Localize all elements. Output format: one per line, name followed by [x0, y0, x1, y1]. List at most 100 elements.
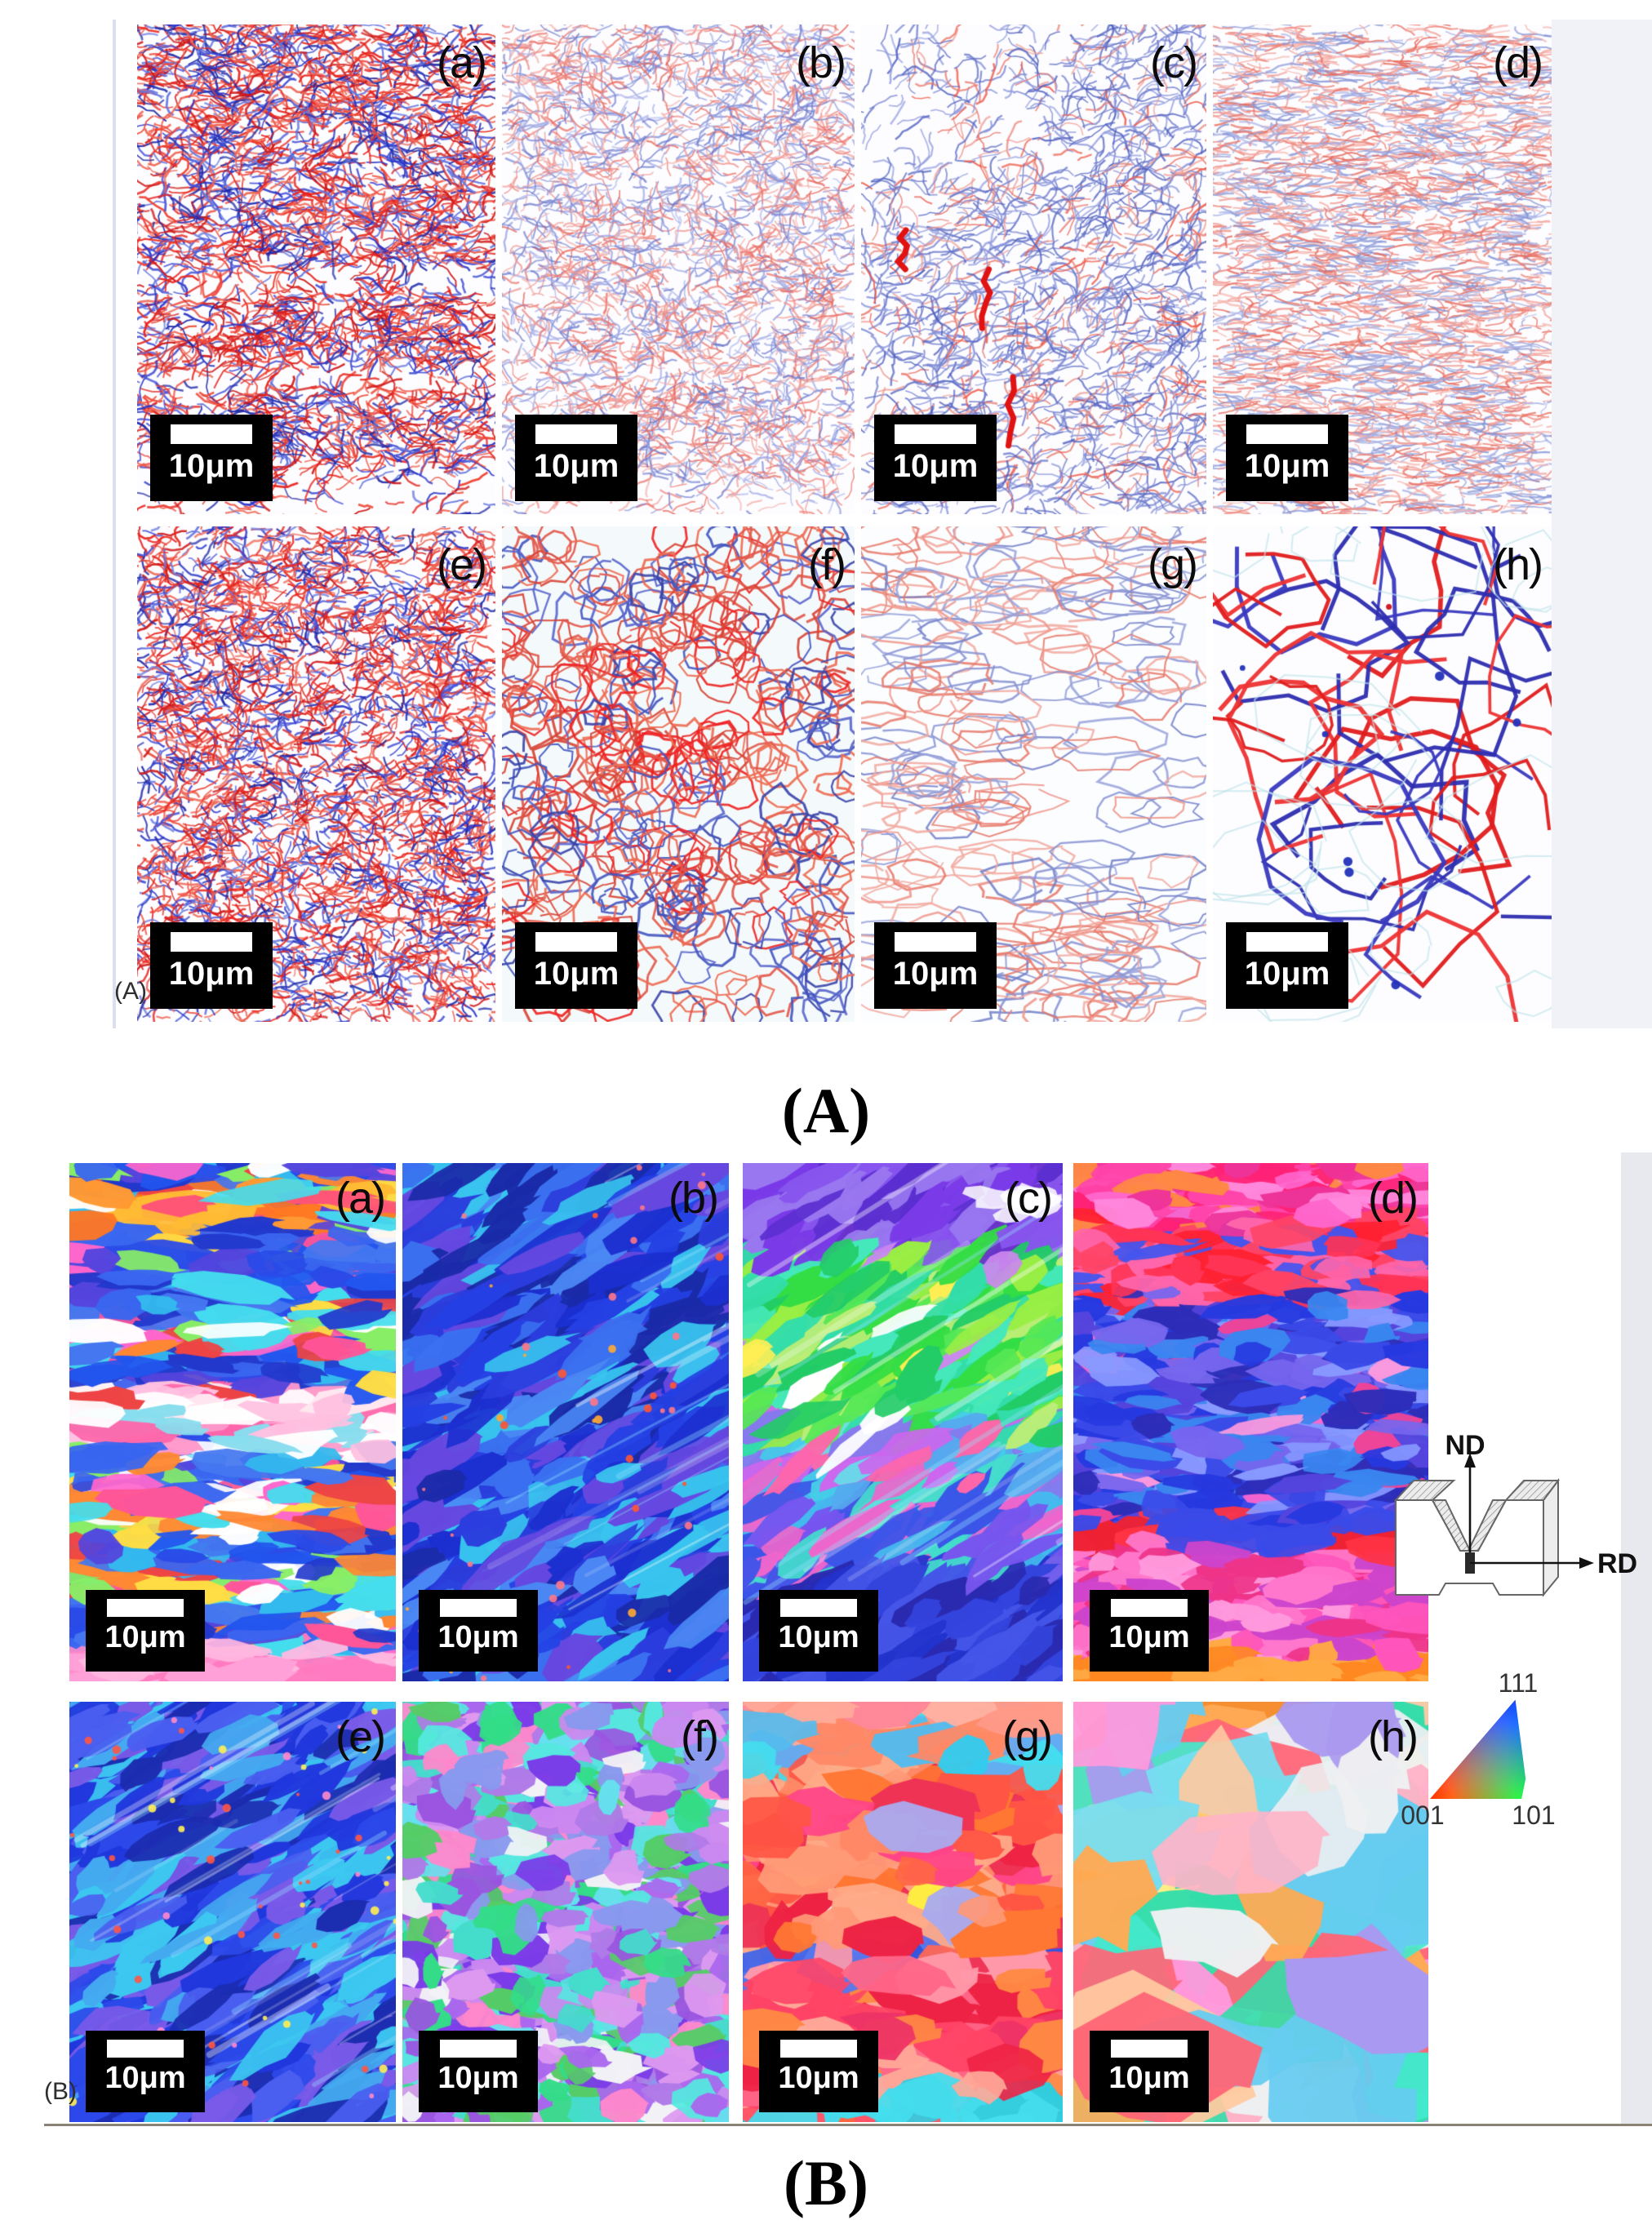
scale-bar-rule [535, 424, 617, 444]
scale-bar-rule [535, 932, 617, 952]
micrograph-image [502, 526, 855, 1022]
scale-bar-rule [171, 424, 252, 444]
scale-bar: 10μm [419, 2031, 538, 2112]
scale-bar-rule [895, 932, 976, 952]
specimen-outline [1393, 1478, 1560, 1597]
scale-bar: 10μm [150, 415, 273, 501]
panel-label: (h) [1493, 540, 1543, 589]
micrograph-image [861, 526, 1206, 1022]
micrograph-panel-b: (b) 10μm [402, 1163, 729, 1681]
section-b-bottom-rule [44, 2124, 1652, 2126]
scale-bar-text: 10μm [1108, 1620, 1190, 1654]
micrograph-image [402, 1702, 729, 2122]
scale-bar: 10μm [86, 1590, 205, 1672]
scale-bar: 10μm [86, 2031, 205, 2112]
micrograph-panel-h: (h) 10μm [1073, 1702, 1428, 2122]
micrograph-panel-c: (c) 10μm [861, 24, 1206, 514]
section-a-caption: (A) [781, 1075, 871, 1146]
scale-bar: 10μm [759, 1590, 878, 1672]
micrograph-panel-d: (d) 10μm [1213, 24, 1552, 514]
scale-bar-text: 10μm [168, 956, 255, 992]
scale-bar-text: 10μm [533, 956, 620, 992]
micrograph-image [743, 1163, 1063, 1681]
micrograph-panel-e: (e) 10μm [137, 526, 495, 1022]
scale-bar-text: 10μm [892, 448, 979, 484]
scale-bar-text: 10μm [104, 1620, 186, 1654]
scale-bar: 10μm [150, 922, 273, 1009]
micrograph-image [137, 526, 495, 1022]
nd-axis-label: ND [1445, 1430, 1485, 1461]
micrograph-image [1073, 1163, 1428, 1681]
micrograph-image [502, 24, 855, 514]
scale-bar: 10μm [874, 922, 997, 1009]
micrograph-image [69, 1702, 396, 2122]
section-a-right-margin [1552, 20, 1652, 1028]
micrograph-image [1213, 526, 1552, 1022]
panel-label: (f) [808, 540, 846, 589]
micrograph-image [137, 24, 495, 514]
ipf-label-101: 101 [1512, 1801, 1556, 1830]
scale-bar-text: 10μm [1244, 448, 1330, 484]
micrograph-panel-c: (c) 10μm [743, 1163, 1063, 1681]
scale-bar-rule [780, 2040, 857, 2058]
micrograph-image [861, 24, 1206, 514]
scale-bar-text: 10μm [892, 956, 979, 992]
panel-label: (d) [1493, 38, 1543, 87]
panel-label: (g) [1002, 1712, 1053, 1761]
micrograph-panel-a: (a) 10μm [137, 24, 495, 514]
ipf-color-key-triangle [1430, 1699, 1526, 1799]
scale-bar-text: 10μm [1108, 2061, 1190, 2095]
micrograph-panel-h: (h) 10μm [1213, 526, 1552, 1022]
scale-bar: 10μm [1090, 2031, 1209, 2112]
panel-label: (b) [796, 38, 846, 87]
scale-bar-rule [780, 1599, 857, 1617]
panel-label: (g) [1148, 540, 1198, 589]
scale-bar-rule [1246, 424, 1328, 444]
scale-bar-text: 10μm [104, 2061, 186, 2095]
scale-bar-rule [1246, 932, 1328, 952]
scale-bar: 10μm [759, 2031, 878, 2112]
scale-bar-text: 10μm [168, 448, 255, 484]
panel-label: (d) [1368, 1174, 1419, 1223]
scale-bar: 10μm [874, 415, 997, 501]
scale-bar: 10μm [419, 1590, 538, 1672]
micrograph-image [743, 1702, 1063, 2122]
ipf-label-001: 001 [1401, 1801, 1445, 1830]
panel-label: (c) [1150, 38, 1198, 87]
section-b-right-margin [1621, 1152, 1652, 2125]
micrograph-panel-a: (a) 10μm [69, 1163, 396, 1681]
scale-bar: 10μm [1090, 1590, 1209, 1672]
micrograph-panel-f: (f) 10μm [402, 1702, 729, 2122]
scale-bar-text: 10μm [1244, 956, 1330, 992]
panel-label: (e) [437, 540, 487, 589]
section-b-caption: (B) [784, 2147, 868, 2218]
scale-bar-rule [107, 1599, 184, 1617]
micrograph-image [402, 1163, 729, 1681]
section-a-left-border [113, 20, 116, 1028]
scale-bar-rule [895, 424, 976, 444]
scale-bar-rule [107, 2040, 184, 2058]
panel-label: (b) [668, 1174, 719, 1223]
scale-bar: 10μm [515, 922, 637, 1009]
scale-bar-rule [440, 1599, 517, 1617]
specimen-orientation-diagram: ND RD [1393, 1430, 1636, 1597]
panel-label: (h) [1368, 1712, 1419, 1761]
panel-label: (a) [335, 1174, 386, 1223]
scale-bar-text: 10μm [778, 2061, 859, 2095]
scale-bar-rule [1111, 1599, 1188, 1617]
axis-arrows [1468, 1464, 1584, 1565]
panel-label: (c) [1005, 1174, 1053, 1223]
ipf-green-101-layer [1430, 1699, 1526, 1799]
micrograph-panel-d: (d) 10μm [1073, 1163, 1428, 1681]
micrograph-image [1213, 24, 1552, 514]
micrograph-image [1073, 1702, 1428, 2122]
rd-arrowhead-icon [1579, 1557, 1594, 1569]
micrograph-panel-e: (e) 10μm [69, 1702, 396, 2122]
scale-bar-text: 10μm [778, 1620, 859, 1654]
micrograph-panel-b: (b) 10μm [502, 24, 855, 514]
scale-bar-text: 10μm [437, 2061, 519, 2095]
panel-label: (e) [335, 1712, 386, 1761]
scale-bar-text: 10μm [533, 448, 620, 484]
scale-bar-rule [440, 2040, 517, 2058]
